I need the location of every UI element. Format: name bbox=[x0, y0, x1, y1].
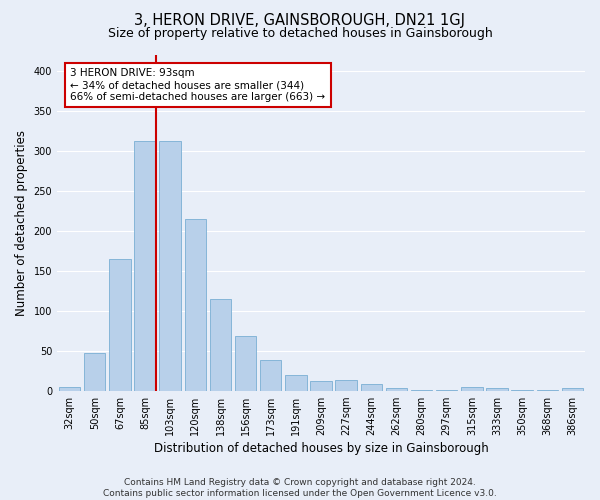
Text: 3, HERON DRIVE, GAINSBOROUGH, DN21 1GJ: 3, HERON DRIVE, GAINSBOROUGH, DN21 1GJ bbox=[134, 12, 466, 28]
Bar bbox=[335, 380, 357, 390]
Bar bbox=[285, 374, 307, 390]
Bar bbox=[310, 381, 332, 390]
Bar bbox=[361, 384, 382, 390]
Text: Size of property relative to detached houses in Gainsborough: Size of property relative to detached ho… bbox=[107, 28, 493, 40]
Bar bbox=[134, 142, 156, 390]
Bar bbox=[235, 336, 256, 390]
Text: 3 HERON DRIVE: 93sqm
← 34% of detached houses are smaller (344)
66% of semi-deta: 3 HERON DRIVE: 93sqm ← 34% of detached h… bbox=[70, 68, 325, 102]
Bar bbox=[260, 360, 281, 390]
Y-axis label: Number of detached properties: Number of detached properties bbox=[15, 130, 28, 316]
Bar bbox=[84, 353, 106, 391]
Bar bbox=[160, 142, 181, 390]
Bar bbox=[210, 299, 231, 390]
Bar bbox=[109, 259, 131, 390]
Bar bbox=[185, 219, 206, 390]
Bar bbox=[59, 386, 80, 390]
Bar bbox=[562, 388, 583, 390]
Text: Contains HM Land Registry data © Crown copyright and database right 2024.
Contai: Contains HM Land Registry data © Crown c… bbox=[103, 478, 497, 498]
Bar bbox=[386, 388, 407, 390]
X-axis label: Distribution of detached houses by size in Gainsborough: Distribution of detached houses by size … bbox=[154, 442, 488, 455]
Bar bbox=[461, 386, 482, 390]
Bar bbox=[487, 388, 508, 390]
